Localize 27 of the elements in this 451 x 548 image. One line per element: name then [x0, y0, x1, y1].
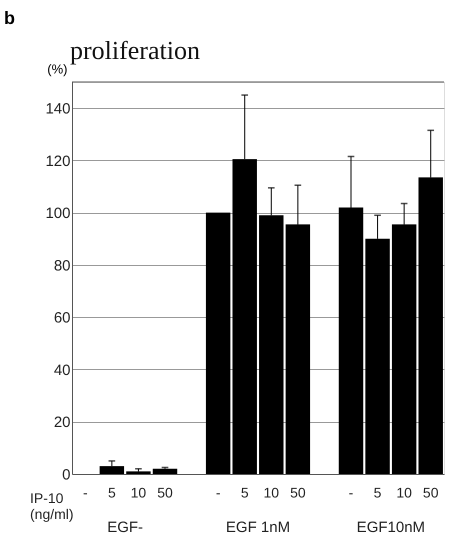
x-tick-label: 10: [130, 484, 146, 500]
x-tick-label: 50: [157, 484, 173, 500]
chart-title: proliferation: [70, 36, 200, 65]
y-tick-label: 60: [54, 310, 70, 327]
text: EGF10nM: [356, 519, 426, 536]
x-tick-label: 10: [263, 484, 280, 500]
text: IP-10 (ng/ml): [30, 490, 74, 522]
y-tick-label: 120: [45, 152, 70, 170]
x-tick-label: 10: [396, 484, 412, 500]
x-tick-label: -: [216, 484, 221, 500]
x-tick-label: -: [348, 484, 354, 500]
x-tick-label: 50: [422, 484, 439, 500]
x-tick-label: 50: [290, 484, 306, 500]
y-tick-label: 100: [45, 205, 70, 222]
x-tick-label: 5: [240, 484, 249, 500]
x-tick-label: 5: [374, 484, 382, 500]
y-tick-label: 20: [54, 414, 70, 432]
y-tick-label: 80: [54, 257, 70, 274]
y-tick-label: 40: [54, 362, 70, 379]
x-tick-label: -: [82, 484, 88, 500]
y-tick-label: 140: [45, 100, 70, 118]
y-axis-title: (%): [47, 62, 68, 76]
y-tick-label: 0: [62, 466, 70, 484]
text: EGF-: [107, 519, 144, 536]
x-tick-label: 5: [108, 484, 116, 500]
text: EGF 1nM: [226, 519, 290, 536]
text: b: [4, 8, 15, 28]
